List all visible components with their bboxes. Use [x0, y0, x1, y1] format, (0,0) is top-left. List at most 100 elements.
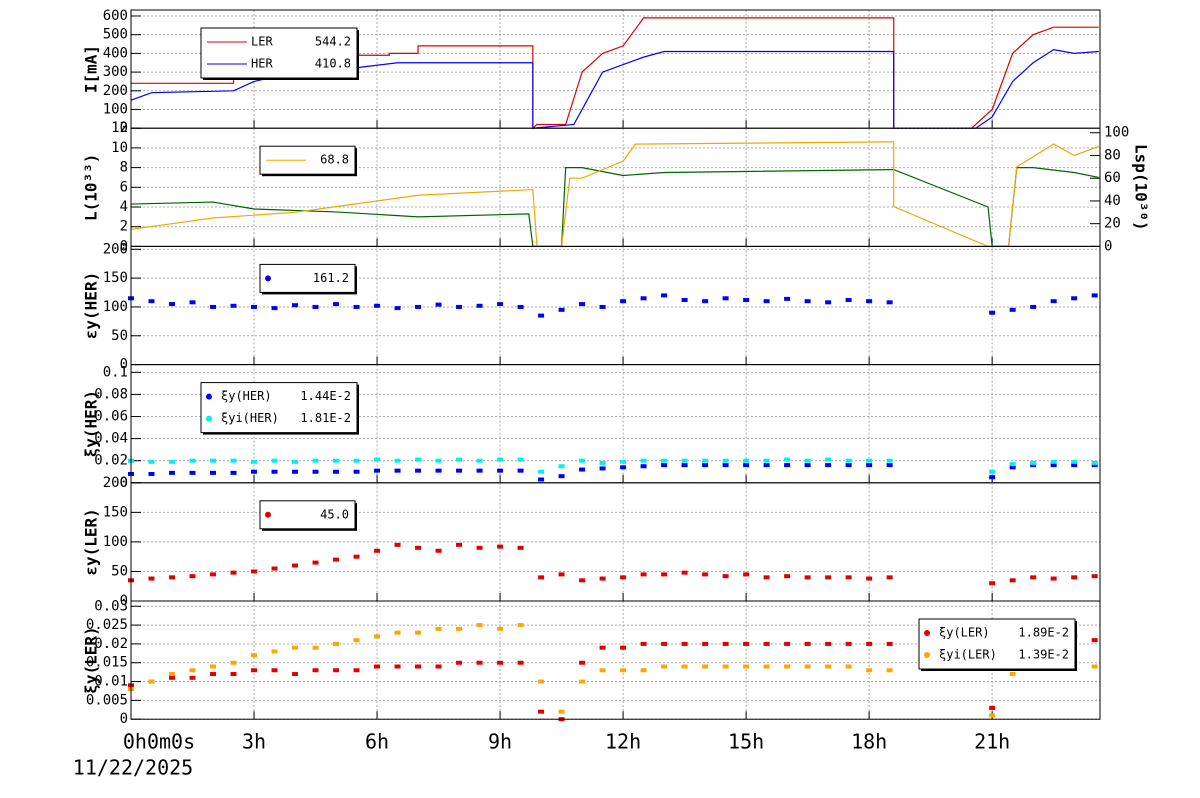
x-tick-label: 3h [242, 730, 266, 754]
scatter-point [763, 299, 770, 304]
scatter-point [292, 459, 299, 464]
scatter-point [866, 641, 873, 646]
scatter-point [394, 468, 401, 473]
scatter-point [497, 468, 504, 473]
scatter-point [435, 458, 442, 463]
scatter-point [743, 298, 750, 303]
scatter-point [271, 458, 278, 463]
scatter-point [886, 300, 893, 305]
scatter-point [763, 664, 770, 669]
x-date-label: 11/22/2025 [73, 756, 193, 780]
scatter-point [230, 458, 237, 463]
scatter-point [251, 469, 258, 474]
scatter-point [210, 458, 217, 463]
y2-tick-label: 0 [1104, 238, 1112, 254]
scatter-point [784, 457, 791, 462]
scatter-point [312, 668, 319, 673]
scatter-point [476, 458, 483, 463]
scatter-point [661, 463, 668, 468]
scatter-point [1091, 574, 1098, 579]
legend-box [200, 382, 358, 434]
y-axis-label: I[mA] [82, 45, 101, 93]
y-tick-label: 0.06 [94, 409, 128, 425]
y-tick-label: 500 [103, 27, 128, 43]
scatter-point [538, 679, 545, 684]
y-tick-label: 0 [120, 475, 128, 491]
scatter-point [353, 554, 360, 559]
scatter-point [497, 660, 504, 665]
y-tick-label: 10 [111, 140, 128, 156]
scatter-point [558, 709, 565, 714]
legend-value: 1.81E-2 [300, 411, 351, 425]
scatter-point [763, 463, 770, 468]
scatter-point [640, 641, 647, 646]
scatter-point [661, 572, 668, 577]
scatter-point [538, 477, 545, 482]
y-tick-label: 12 [111, 120, 128, 136]
scatter-point [374, 634, 381, 639]
x-tick-label: 18h [851, 730, 887, 754]
legend-value: 1.44E-2 [300, 389, 351, 403]
scatter-point [1091, 638, 1098, 643]
legend-value: 1.39E-2 [1018, 648, 1069, 662]
scatter-point [251, 459, 258, 464]
scatter-point [784, 463, 791, 468]
scatter-point [169, 675, 176, 680]
scatter-point [599, 466, 606, 471]
scatter-point [312, 458, 319, 463]
y-tick-label: 8 [120, 160, 128, 176]
y-tick-label: 150 [103, 270, 128, 286]
scatter-point [743, 664, 750, 669]
scatter-point [886, 668, 893, 673]
scatter-point [538, 575, 545, 580]
scatter-point [312, 304, 319, 309]
scatter-point [702, 463, 709, 468]
y-tick-label: 0.08 [94, 386, 128, 402]
x-tick-label: 15h [728, 730, 764, 754]
scatter-point [415, 468, 422, 473]
scatter-point [1091, 664, 1098, 669]
scatter-point [743, 458, 750, 463]
scatter-point [620, 575, 627, 580]
scatter-point [763, 641, 770, 646]
scatter-point [599, 668, 606, 673]
scatter-point [1009, 465, 1016, 470]
y-axis-label: ξy(LER) [82, 626, 101, 693]
scatter-point [722, 463, 729, 468]
scatter-point [333, 469, 340, 474]
legend-swatch [924, 630, 930, 636]
scatter-point [476, 623, 483, 628]
y-tick-label: 50 [111, 563, 128, 579]
scatter-point [148, 576, 155, 581]
y-axis-label: εy(HER) [82, 272, 101, 339]
scatter-point [825, 575, 832, 580]
scatter-point [825, 300, 832, 305]
scatter-point [538, 469, 545, 474]
scatter-point [271, 668, 278, 673]
y-tick-label: 200 [103, 475, 128, 491]
y-tick-label: 100 [103, 299, 128, 315]
scatter-point [743, 463, 750, 468]
legend-value: 68.8 [320, 153, 349, 167]
scatter-point [866, 576, 873, 581]
y2-tick-label: 80 [1104, 147, 1121, 163]
scatter-point [210, 470, 217, 475]
scatter-point [702, 572, 709, 577]
legend-box [259, 500, 356, 530]
scatter-point [435, 626, 442, 631]
scatter-point [292, 563, 299, 568]
y-axis-label: εy(LER) [82, 508, 101, 575]
scatter-point [702, 458, 709, 463]
scatter-point [230, 303, 237, 308]
scatter-point [271, 566, 278, 571]
scatter-point [456, 660, 463, 665]
scatter-point [415, 664, 422, 669]
scatter-point [497, 302, 504, 307]
series-line [130, 141, 1099, 247]
y-axis-label: L(10³³) [82, 154, 101, 221]
scatter-point [456, 468, 463, 473]
scatter-point [681, 458, 688, 463]
scatter-point [1050, 576, 1057, 581]
scatter-point [866, 463, 873, 468]
